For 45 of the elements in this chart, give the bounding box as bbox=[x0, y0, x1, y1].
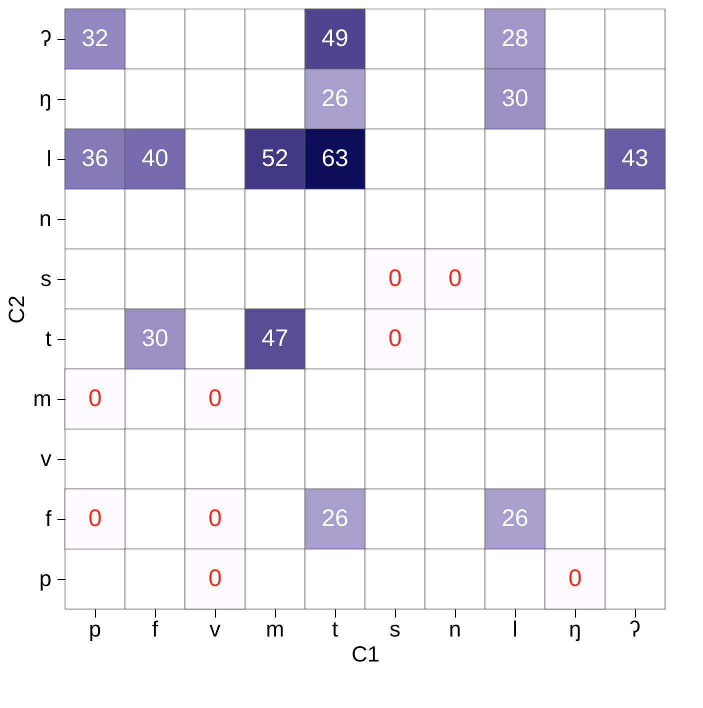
y-tick-label: l bbox=[46, 146, 52, 171]
data-label: 28 bbox=[502, 25, 528, 52]
y-tick-label: p bbox=[39, 566, 52, 591]
y-tick-label: m bbox=[33, 386, 52, 411]
x-tick-label: m bbox=[266, 616, 284, 642]
data-label: 47 bbox=[262, 325, 288, 352]
x-tick-label: v bbox=[210, 616, 220, 642]
data-label: 0 bbox=[568, 565, 582, 592]
y-tick-label: f bbox=[45, 506, 52, 531]
data-label: 0 bbox=[208, 505, 222, 532]
data-label: 0 bbox=[88, 385, 102, 412]
data-label: 30 bbox=[502, 85, 528, 112]
data-label: 43 bbox=[622, 145, 648, 172]
y-tick-label: t bbox=[45, 326, 52, 351]
x-tick-label: n bbox=[448, 616, 462, 642]
data-label: 52 bbox=[262, 145, 288, 172]
x-tick-label: t bbox=[332, 616, 338, 642]
y-axis-title: C2 bbox=[4, 295, 30, 324]
data-label: 26 bbox=[322, 505, 348, 532]
data-label: 30 bbox=[142, 325, 168, 352]
data-label: 26 bbox=[322, 85, 348, 112]
x-tick-label: f bbox=[152, 616, 159, 642]
y-tick-label: n bbox=[39, 206, 52, 231]
x-tick-label: p bbox=[88, 616, 102, 642]
data-label: 0 bbox=[88, 505, 102, 532]
data-label: 40 bbox=[142, 145, 168, 172]
data-label: 32 bbox=[82, 25, 108, 52]
y-tick-label: ʔ bbox=[40, 26, 52, 51]
data-label: 0 bbox=[448, 265, 462, 292]
x-tick-label: ŋ bbox=[568, 616, 582, 642]
data-label: 0 bbox=[388, 265, 402, 292]
x-tick-label: l bbox=[512, 616, 518, 642]
data-label: 36 bbox=[82, 145, 108, 172]
data-label: 26 bbox=[502, 505, 528, 532]
data-label: 0 bbox=[208, 385, 222, 412]
data-label: 0 bbox=[208, 565, 222, 592]
y-tick-label: v bbox=[40, 446, 52, 471]
y-tick-label: s bbox=[40, 266, 52, 291]
x-axis-title: C1 bbox=[351, 642, 380, 666]
x-tick-label: ʔ bbox=[630, 616, 640, 642]
x-tick-label: s bbox=[390, 616, 400, 642]
data-label: 49 bbox=[322, 25, 348, 52]
y-tick-label: ŋ bbox=[39, 86, 52, 111]
data-label: 0 bbox=[388, 325, 402, 352]
data-label: 63 bbox=[322, 145, 348, 172]
